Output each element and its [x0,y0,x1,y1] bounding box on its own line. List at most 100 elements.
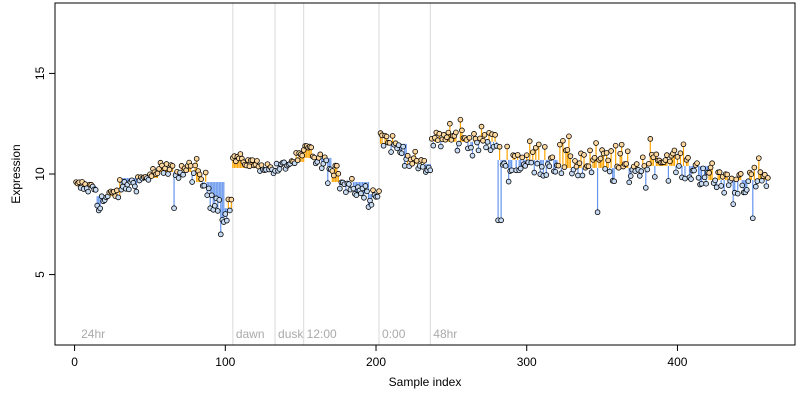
data-point [618,141,625,148]
y-axis: 5 10 15 [33,66,56,278]
data-point [587,147,593,154]
data-point [664,152,670,158]
data-point [346,181,352,187]
data-point [436,130,443,137]
data-point [567,153,574,159]
data-point [453,129,459,136]
data-point [606,168,613,175]
data-point [560,137,566,144]
data-point [317,151,324,158]
data-point [597,155,604,162]
data-point [211,202,218,209]
data-point [198,176,204,182]
data-point [529,149,536,155]
divider-label: dusk [278,327,304,341]
data-point [92,187,99,193]
data-point [713,184,720,191]
data-point [542,144,548,150]
data-point [633,161,640,167]
data-point [413,157,420,164]
data-point [294,157,301,164]
data-point [549,154,556,161]
y-tick-label: 5 [33,271,47,278]
data-point [85,188,91,195]
data-point [677,150,684,156]
data-point [691,167,697,174]
data-point [145,177,152,183]
data-point [673,169,679,176]
data-point [456,140,462,147]
data-point [636,173,643,179]
data-point [698,180,705,187]
data-point [419,164,426,170]
data-point [115,194,122,201]
data-point [653,151,660,158]
data-point [682,175,688,182]
data-point [558,170,565,177]
data-point [639,154,646,161]
dividers-layer [232,3,431,345]
data-point [754,178,761,184]
data-point [204,192,211,198]
x-tick-label: 100 [215,355,235,369]
data-point [498,217,504,224]
x-axis-title: Sample index [389,375,462,389]
data-point [368,202,375,208]
data-point [505,178,512,185]
x-tick-label: 200 [366,355,386,369]
data-point [201,182,208,189]
data-point [334,162,340,169]
data-point [208,192,215,199]
data-point [575,172,581,179]
data-point [276,166,283,172]
divider-label: 0:00 [382,327,406,341]
data-point [667,158,673,165]
data-point [404,152,411,159]
data-point [389,133,396,139]
data-point [703,180,709,187]
data-point [117,177,123,183]
data-point [435,137,441,143]
data-point [471,131,477,137]
data-point [395,142,402,148]
data-point [748,171,755,177]
data-point [519,154,526,161]
data-point [249,157,256,163]
data-point [386,140,393,146]
data-point [504,143,510,150]
data-point [480,137,486,144]
data-point [694,160,700,166]
data-point [765,175,771,181]
divider-label: 12:00 [307,327,337,341]
data-point [528,159,535,166]
data-point [615,164,622,171]
data-point [605,157,611,164]
data-point [642,185,649,191]
data-point [383,133,390,140]
data-point [133,188,140,195]
data-point [398,150,405,157]
data-point [751,164,758,171]
annotations-layer: dawn dusk 12:00 0:00 48hr 24hr [81,327,457,341]
data-point [581,152,587,158]
data-point [647,136,654,142]
data-point [202,169,209,176]
data-point [594,209,601,216]
x-tick-label: 300 [517,355,537,369]
data-point [273,160,280,167]
data-point [508,167,515,174]
data-point [700,165,706,172]
data-point [745,178,752,185]
data-point [400,143,406,150]
data-point [695,174,702,181]
data-point [608,148,614,154]
data-point [763,183,770,189]
data-point [468,144,474,151]
data-point [165,171,171,177]
data-point [205,185,212,192]
data-point [665,178,672,184]
data-point [169,163,176,169]
data-point [716,169,723,175]
data-point [361,194,367,201]
